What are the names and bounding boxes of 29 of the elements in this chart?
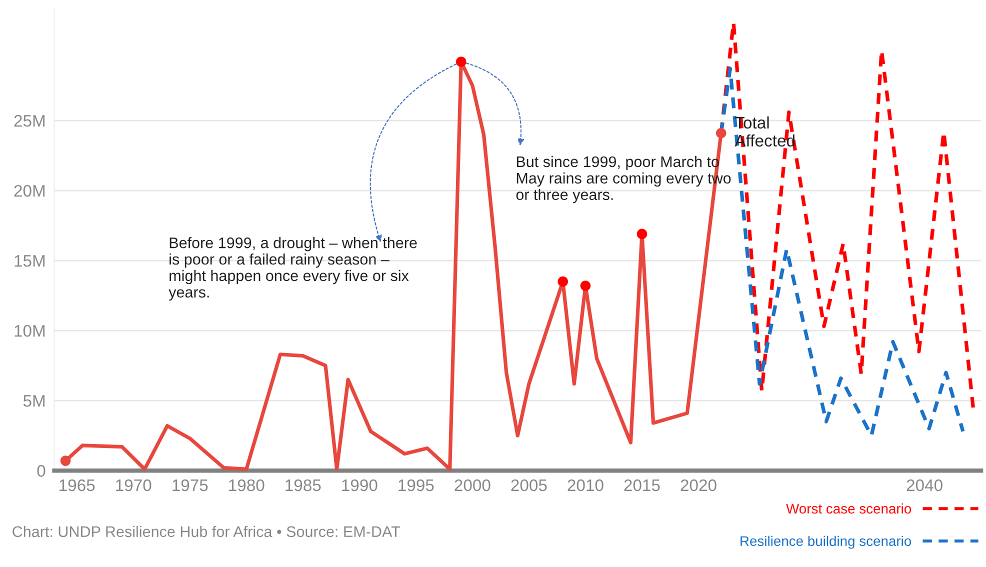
point [558,276,568,287]
x-tick-label: 1965 [60,479,95,492]
x-tick-label: 1970 [116,479,152,492]
text: Chart: UNDP Resilience Hub for Africa • Source: EM-DAT [12,526,400,538]
x-tick-label: 1990 [342,479,378,492]
x-tick-label: 1985 [286,479,321,492]
x-tick-label: 2015 [624,479,660,492]
point [456,56,466,67]
point [716,128,726,138]
x-tick-label: 2000 [454,479,490,492]
point [60,456,71,466]
x-tick-label: 2005 [511,479,547,492]
annotation: Before 1999, a drought – when there is poor or a failed rainy season – might happen once every five or six years. [168,237,417,301]
y-tick-label: 20M [14,184,45,197]
y-tick-label: 0 [37,465,46,477]
y-tick-label: 15M [14,255,45,267]
y-tick-label: 5M [23,395,45,407]
y-tick-label: 25M [14,114,45,127]
point [580,280,591,291]
legend-label: Worst case scenario [786,503,912,514]
point [636,228,648,240]
y-tick-label: 10M [14,324,45,337]
x-tick-label: 1975 [172,479,208,492]
x-tick-label: 2020 [680,479,716,492]
x-tick-label: 1995 [398,479,434,492]
legend-label: Resilience building scenario [740,536,912,549]
x-tick-label: 1980 [229,479,264,492]
x-tick-label: 2040 [906,479,942,492]
x-tick-label: 2010 [568,479,604,492]
